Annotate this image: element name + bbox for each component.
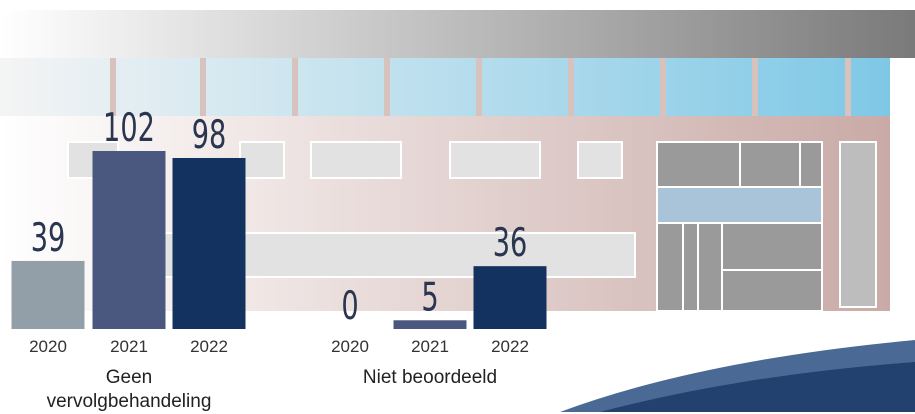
x-tick-label: 2022 [491,337,529,356]
value-label: 36 [493,220,528,265]
x-tick-label: 2020 [29,337,67,356]
value-label: 39 [31,215,66,260]
group-label: Niet beoordeeld [362,367,498,388]
bar [11,260,85,329]
bar [473,266,547,329]
value-label: 0 [341,283,358,328]
x-tick-label: 2021 [110,337,148,356]
value-label: 98 [192,112,227,157]
group-label: Geen vervolgbehandeling [46,367,212,412]
value-label: 102 [103,105,155,150]
value-label: 5 [421,274,438,319]
x-tick-label: 2020 [331,337,369,356]
x-tick-label: 2021 [411,337,449,356]
x-tick-label: 2022 [190,337,228,356]
bar [172,157,246,329]
bar [92,151,166,329]
bar [393,320,467,329]
